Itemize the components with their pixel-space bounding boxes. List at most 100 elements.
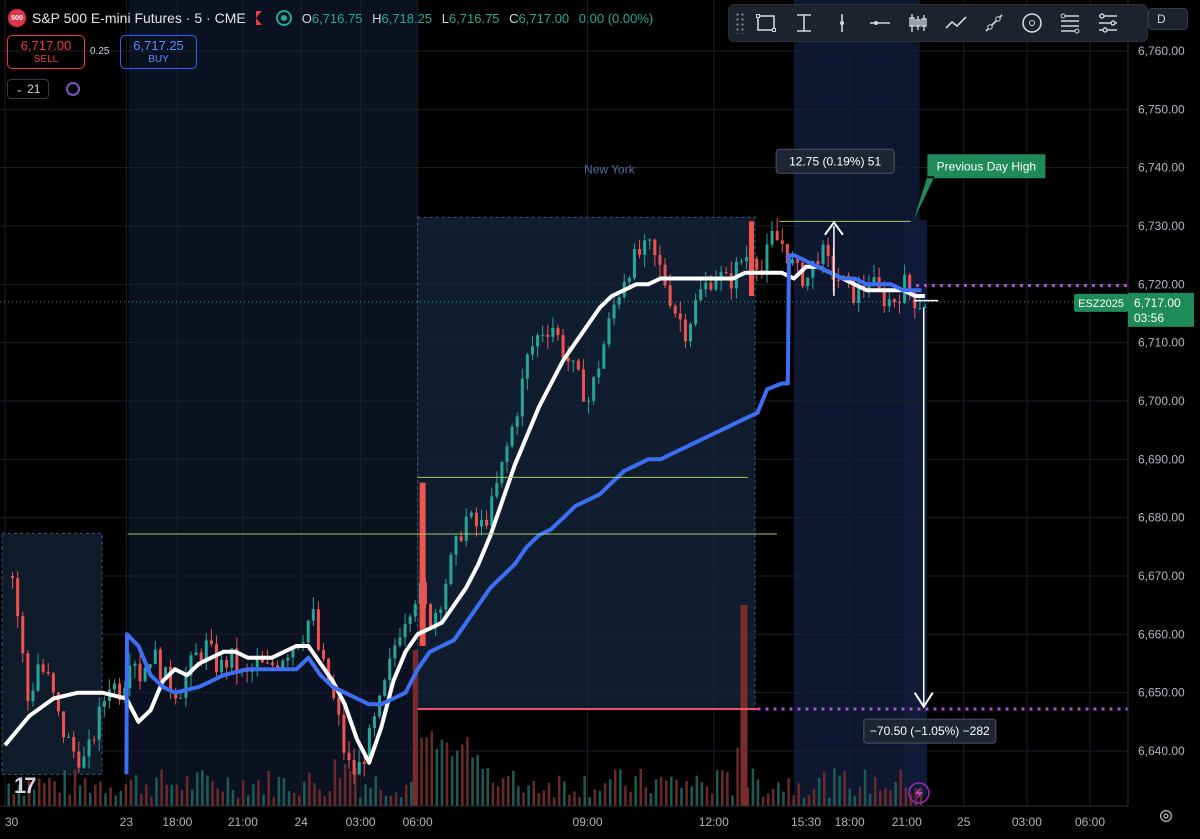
volume-bar [160, 769, 163, 806]
candle-body-high-spike [748, 221, 754, 296]
volume-bar [675, 779, 678, 806]
candle-body [398, 637, 402, 646]
volume-bar [359, 797, 362, 806]
volume-bar [211, 781, 214, 806]
volume-bar [899, 769, 902, 806]
candle-body [347, 752, 351, 760]
fib-icon[interactable] [1053, 8, 1087, 38]
trend-icon[interactable] [939, 8, 973, 38]
measure-up-label-text: 12.75 (0.19%) 51 [789, 154, 881, 168]
volume-bar [241, 780, 245, 806]
volume-bar [802, 797, 806, 806]
volume-bar [384, 795, 388, 806]
text-cursor-icon[interactable] [787, 8, 821, 38]
volume-bar [772, 788, 775, 806]
flag-icon[interactable] [255, 11, 262, 25]
volume-bar [552, 797, 556, 806]
volume-bar [756, 779, 760, 806]
volume-bar [226, 777, 230, 806]
previous-day-high-text: Previous Day High [937, 159, 1036, 173]
drag-handle-icon[interactable] [735, 12, 745, 34]
volume-bar [537, 793, 541, 806]
symbol-title[interactable]: S&P 500 E-mini Futures · 5 · CME [32, 10, 246, 26]
volume-bar [206, 775, 209, 806]
path-icon[interactable] [1091, 8, 1125, 38]
interval-selector[interactable]: ⌄ 21 [7, 79, 49, 99]
candle-body [617, 297, 621, 305]
volume-bar [563, 781, 566, 806]
candle-body [908, 274, 912, 293]
candle-body [429, 604, 433, 629]
volume-bar [139, 793, 143, 806]
sync-icon[interactable] [66, 82, 80, 96]
ray-icon[interactable] [977, 8, 1011, 38]
last-price-text: 6,717.00 [1134, 296, 1181, 310]
candle-body [571, 360, 575, 362]
candle-body [816, 261, 820, 264]
candle-body [780, 240, 784, 244]
candles-icon[interactable] [901, 8, 935, 38]
horizontal-line-icon[interactable] [863, 8, 897, 38]
candle-body [464, 516, 468, 541]
rectangle-icon[interactable] [749, 8, 783, 38]
toolbar-extra-menu[interactable]: D [1148, 8, 1188, 30]
buy-button[interactable]: 6,717.25 BUY [120, 35, 197, 69]
candle-body [699, 289, 703, 301]
candle-body [169, 666, 173, 692]
volume-bar [710, 793, 714, 806]
ohlc-readout: O6,716.75 H6,718.25 L6,716.75 C6,717.00 … [302, 11, 660, 26]
volume-bar [399, 797, 403, 806]
candle-body [459, 536, 463, 541]
price-tick-label: 6,730.00 [1138, 219, 1185, 233]
candle-body [128, 665, 132, 689]
eye-icon[interactable] [275, 10, 292, 26]
vertical-line-icon[interactable] [825, 8, 859, 38]
circle-icon[interactable] [1015, 8, 1049, 38]
volume-bar [323, 796, 326, 806]
candle-body [194, 652, 198, 656]
candle-body [82, 756, 86, 768]
volume-bar [914, 788, 918, 806]
candle-body [801, 262, 805, 287]
volume-bar [573, 791, 576, 806]
volume-bar [27, 780, 31, 806]
candle-body [36, 664, 40, 691]
spread-value: 0.25 [90, 46, 110, 57]
sell-button[interactable]: 6,717.00 SELL [7, 35, 85, 69]
volume-bar [904, 787, 908, 806]
candle-body [892, 299, 896, 303]
lightning-icon [914, 787, 923, 799]
price-tick-label: 6,710.00 [1138, 336, 1185, 350]
volume-bar [812, 788, 816, 806]
volume-bar [247, 795, 250, 806]
tradingview-logo[interactable]: 17 [14, 773, 37, 798]
candle-body [311, 609, 315, 621]
candle-body [362, 761, 366, 764]
time-axis-background [0, 806, 1200, 834]
candle-body [678, 313, 682, 320]
candle-body [209, 640, 213, 644]
candle-body [102, 700, 106, 707]
volume-bar [782, 791, 785, 806]
countdown-text: 03:56 [1134, 311, 1164, 325]
candle-body [500, 461, 504, 484]
volume-bar [78, 785, 82, 806]
volume-bar [308, 772, 311, 806]
volume-bar [670, 776, 673, 806]
close-label: C [509, 10, 519, 26]
gear-icon[interactable] [1158, 808, 1174, 824]
candle-body [439, 609, 443, 613]
sell-label: SELL [33, 54, 59, 65]
volume-bar [150, 796, 153, 806]
symbol-logo[interactable]: 500 [8, 9, 26, 27]
volume-bar [797, 783, 801, 806]
volume-bar [292, 792, 296, 806]
volume-bar [461, 744, 464, 806]
volume-bar [568, 794, 571, 806]
candle-body [352, 759, 356, 775]
time-axis: 30 23 18:00 21:00 24 03:00 06:00 09:00 12:00 15:3… [0, 805, 1200, 834]
volume-bar [430, 731, 434, 806]
volume-bar [185, 775, 189, 806]
